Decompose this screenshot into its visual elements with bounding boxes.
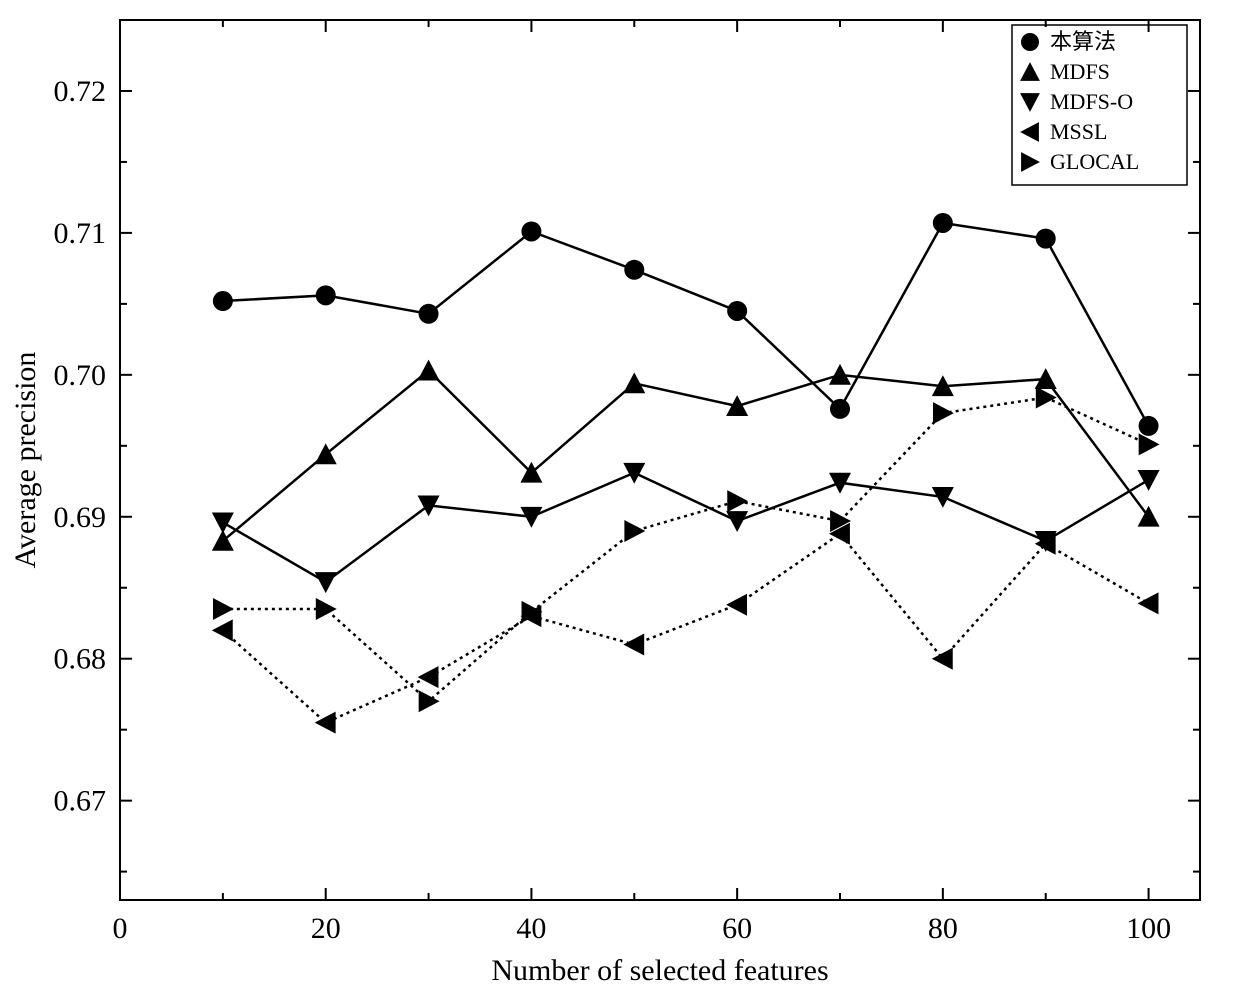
y-tick-label: 0.68 <box>54 643 107 676</box>
legend-label: MDFS <box>1050 59 1110 84</box>
y-tick-label: 0.69 <box>54 501 107 534</box>
chart-container: 0 20 40 60 80 100 0.67 0.68 0.69 0.70 0.71 0.72 Numb… <box>0 0 1240 1004</box>
x-tick-label: 60 <box>722 912 752 945</box>
legend-label: MSSL <box>1050 119 1107 144</box>
y-tick-label: 0.70 <box>54 359 107 392</box>
x-tick-label: 0 <box>113 912 128 945</box>
legend-label: 本算法 <box>1050 29 1116 54</box>
x-axis-label: Number of selected features <box>491 954 828 987</box>
legend-label: MDFS-O <box>1050 89 1133 114</box>
line-chart: 0 20 40 60 80 100 0.67 0.68 0.69 0.70 0.71 0.72 Numb… <box>0 0 1240 1004</box>
y-tick-label: 0.71 <box>54 217 107 250</box>
y-tick-label: 0.72 <box>54 75 107 108</box>
x-tick-label: 80 <box>928 912 958 945</box>
x-tick-label: 40 <box>516 912 546 945</box>
y-tick-label: 0.67 <box>54 785 107 818</box>
x-tick-label: 20 <box>311 912 341 945</box>
y-axis-label: Average precision <box>9 352 42 569</box>
x-tick-label: 100 <box>1126 912 1171 945</box>
legend-label: GLOCAL <box>1050 149 1139 174</box>
